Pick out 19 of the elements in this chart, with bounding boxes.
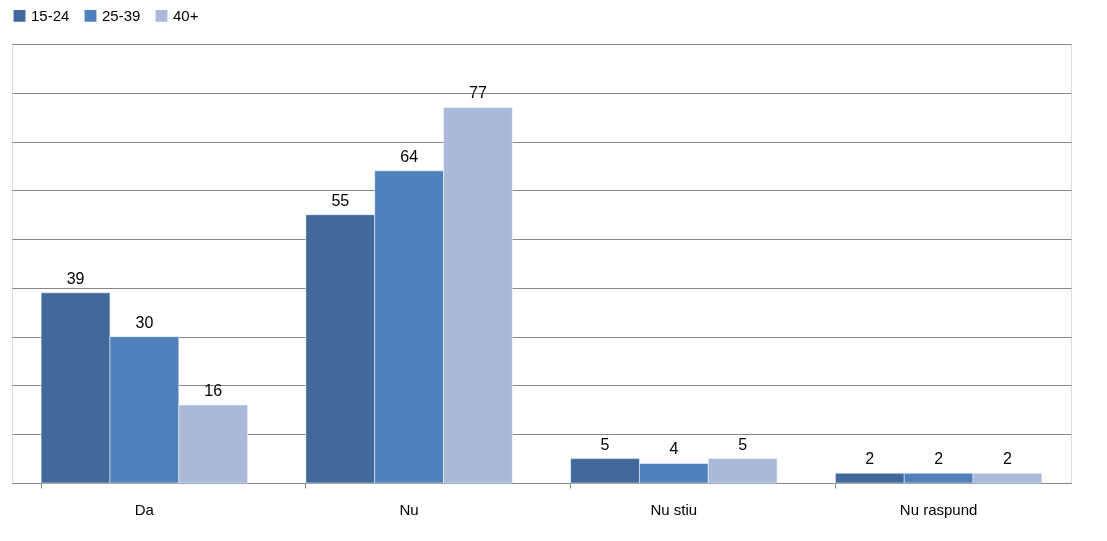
x-tick-label: Nu raspund (899, 500, 978, 518)
data-label: 55 (331, 191, 350, 209)
legend-label: 40+ (173, 6, 199, 24)
data-label: 16 (204, 381, 223, 399)
x-tick-label: Nu (399, 500, 419, 518)
data-label: 2 (1003, 450, 1013, 468)
legend-label: 15-24 (31, 6, 70, 24)
data-label: 77 (469, 84, 487, 102)
data-label: 2 (934, 450, 944, 468)
legend-label: 25-39 (102, 6, 141, 24)
data-label: 4 (669, 440, 679, 458)
data-label: 30 (135, 313, 154, 331)
x-tick-label: Da (134, 500, 155, 518)
data-label: 64 (400, 147, 419, 165)
data-label: 39 (66, 269, 85, 287)
x-tick-label: Nu stiu (650, 500, 698, 518)
data-label: 5 (738, 435, 748, 453)
data-label: 2 (865, 450, 875, 468)
data-label: 5 (600, 435, 610, 453)
